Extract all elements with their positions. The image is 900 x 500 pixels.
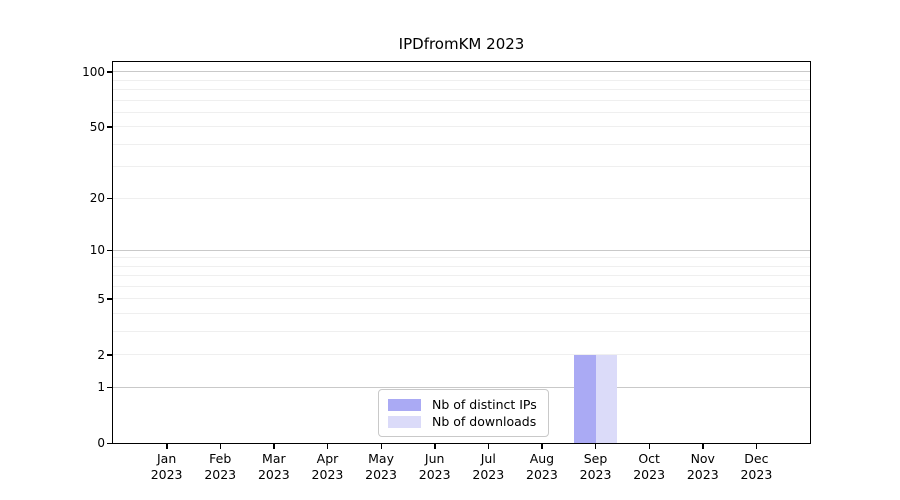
legend-label-distinct-ips: Nb of distinct IPs — [432, 397, 537, 412]
legend-entry-distinct-ips: Nb of distinct IPs — [388, 397, 538, 412]
y-tick-label: 20 — [89, 191, 105, 206]
x-tick-year: 2023 — [365, 467, 397, 482]
x-tick-mark — [380, 444, 382, 449]
x-tick-year: 2023 — [418, 467, 451, 482]
minor-gridline — [113, 88, 810, 90]
y-tick-label: 1 — [97, 380, 105, 395]
legend: Nb of distinct IPs Nb of downloads — [378, 389, 549, 437]
x-tick-year: 2023 — [204, 467, 237, 482]
y-tick-mark — [107, 249, 112, 251]
y-tick-mark — [107, 354, 112, 356]
x-tick-month: Apr — [316, 451, 339, 466]
bar-sep-downloads — [595, 354, 617, 443]
minor-gridline — [113, 111, 810, 113]
y-tick-label: 50 — [89, 119, 105, 134]
x-tick-month: Jun — [424, 451, 445, 466]
bar-sep-distinct-ips — [574, 354, 596, 443]
legend-swatch-downloads — [388, 415, 421, 428]
minor-gridline — [113, 99, 810, 101]
x-tick-mark — [487, 444, 490, 449]
minor-gridline — [113, 79, 810, 81]
x-tick-month: Feb — [209, 451, 232, 466]
x-tick-mark — [434, 444, 436, 449]
legend-entry-downloads: Nb of downloads — [388, 414, 538, 429]
minor-gridline — [113, 330, 810, 332]
x-tick-year: 2023 — [526, 467, 558, 482]
x-tick-label-nov: Nov 2023 — [671, 451, 735, 483]
x-tick-label-aug: Aug 2023 — [510, 451, 574, 483]
x-tick-label-jun: Jun 2023 — [403, 451, 467, 483]
y-tick-label: 100 — [82, 64, 105, 79]
y-tick-mark — [107, 71, 112, 73]
x-tick-label-dec: Dec 2023 — [724, 451, 788, 483]
minor-gridline — [113, 166, 810, 168]
x-tick-label-sep: Sep 2023 — [564, 451, 628, 483]
y-tick-label: 10 — [89, 243, 105, 258]
x-tick-month: Mar — [262, 451, 286, 466]
x-tick-month: Oct — [638, 451, 660, 466]
x-tick-year: 2023 — [633, 467, 666, 482]
x-tick-mark — [326, 444, 329, 449]
x-tick-label-feb: Feb 2023 — [188, 451, 252, 483]
minor-gridline — [113, 275, 810, 277]
x-tick-mark — [702, 444, 704, 449]
minor-gridline — [113, 197, 810, 199]
x-tick-month: Aug — [529, 451, 555, 466]
y-tick-label: 0 — [97, 436, 105, 450]
x-tick-year: 2023 — [311, 467, 344, 482]
legend-swatch-distinct-ips — [388, 398, 421, 411]
x-tick-label-jan: Jan 2023 — [135, 451, 199, 483]
minor-gridline — [113, 313, 810, 315]
x-tick-year: 2023 — [150, 467, 183, 482]
x-tick-label-apr: Apr 2023 — [295, 451, 359, 483]
x-tick-mark — [541, 444, 543, 449]
y-tick-label: 5 — [97, 291, 105, 306]
x-tick-mark — [219, 444, 222, 449]
x-tick-month: Nov — [690, 451, 715, 466]
x-tick-mark — [648, 444, 651, 449]
y-tick-mark — [107, 386, 112, 389]
x-tick-mark — [273, 444, 275, 449]
y-tick-label: 2 — [97, 347, 105, 362]
y-tick-mark — [107, 298, 112, 300]
y-tick-mark — [107, 442, 112, 444]
minor-gridline — [113, 143, 810, 145]
x-tick-year: 2023 — [686, 467, 719, 482]
x-tick-year: 2023 — [579, 467, 612, 482]
x-tick-mark — [595, 444, 597, 449]
x-tick-label-jul: Jul 2023 — [456, 451, 520, 483]
decade-gridline — [113, 249, 810, 251]
x-tick-month: Sep — [583, 451, 608, 466]
x-tick-month: Jul — [480, 451, 496, 466]
minor-gridline — [113, 354, 810, 356]
y-tick-mark — [107, 197, 112, 199]
minor-gridline — [113, 265, 810, 267]
plot-area: Nb of distinct IPs Nb of downloads — [112, 61, 811, 444]
decade-gridline — [113, 71, 810, 73]
x-tick-month: May — [368, 451, 394, 466]
decade-gridline — [113, 386, 810, 388]
minor-gridline — [113, 285, 810, 287]
x-tick-year: 2023 — [740, 467, 773, 482]
x-tick-month: Dec — [744, 451, 769, 466]
x-tick-mark — [166, 444, 168, 449]
minor-gridline — [113, 126, 810, 128]
y-tick-mark — [107, 126, 112, 128]
x-tick-month: Jan — [156, 451, 177, 466]
minor-gridline — [113, 298, 810, 300]
x-tick-label-mar: Mar 2023 — [242, 451, 306, 483]
minor-gridline — [113, 257, 810, 259]
x-tick-mark — [755, 444, 758, 449]
x-tick-label-may: May 2023 — [349, 451, 413, 483]
x-tick-year: 2023 — [472, 467, 505, 482]
x-tick-year: 2023 — [257, 467, 290, 482]
chart-title: IPDfromKM 2023 — [398, 35, 525, 53]
x-tick-label-oct: Oct 2023 — [617, 451, 681, 483]
legend-label-downloads: Nb of downloads — [432, 414, 537, 429]
